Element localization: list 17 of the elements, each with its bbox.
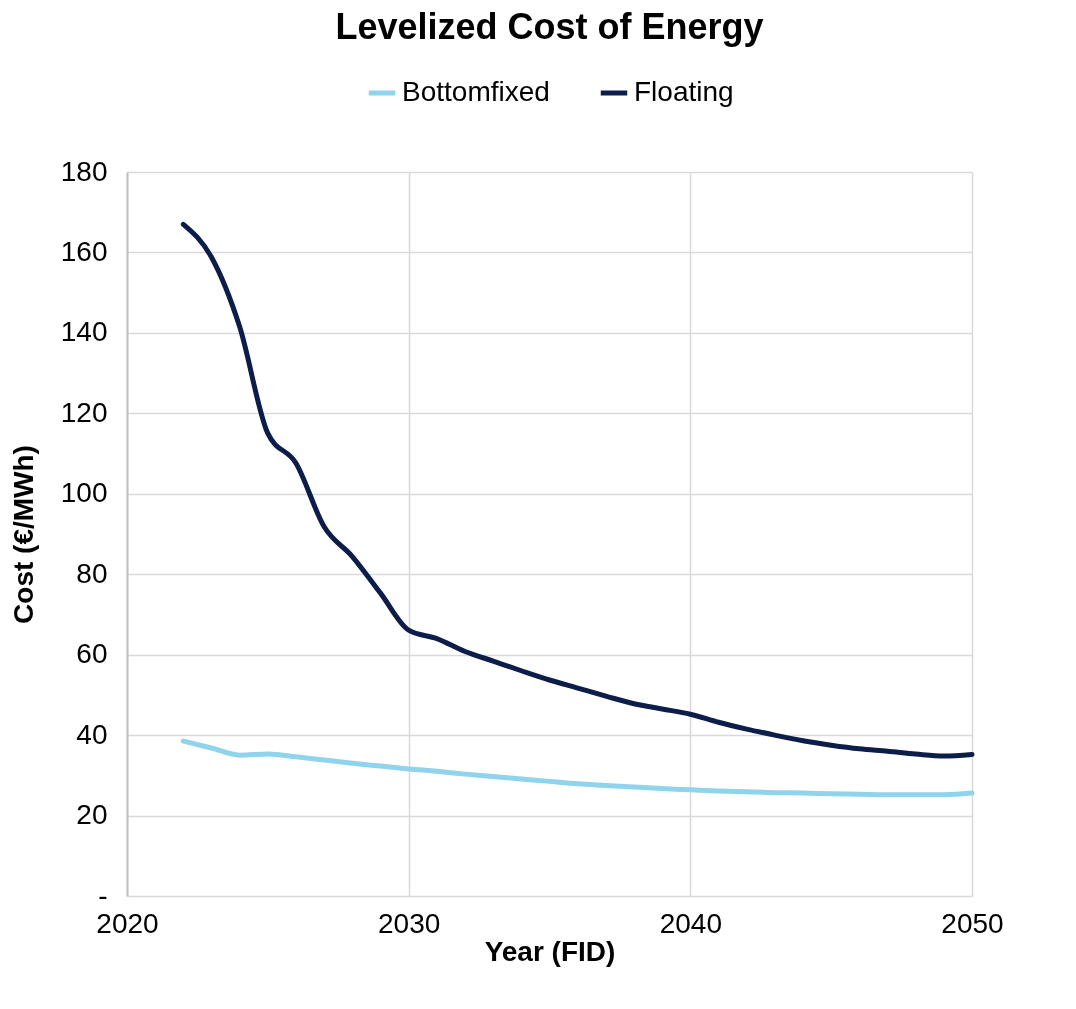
y-tick-label: 80 bbox=[76, 557, 108, 589]
y-tick-label: 120 bbox=[60, 396, 108, 428]
x-tick-label: 2030 bbox=[378, 907, 441, 939]
legend-label: Bottomfixed bbox=[402, 76, 550, 107]
y-tick-label: 160 bbox=[60, 235, 108, 267]
y-tick-label: 180 bbox=[60, 155, 108, 187]
chart-title: Levelized Cost of Energy bbox=[335, 6, 764, 47]
y-axis-title: Cost (€/MWh) bbox=[7, 445, 39, 624]
legend-label: Floating bbox=[634, 76, 734, 107]
y-tick-label: 140 bbox=[60, 316, 108, 348]
x-tick-label: 2040 bbox=[659, 907, 722, 939]
y-tick-label: 100 bbox=[60, 477, 108, 509]
y-tick-label: 40 bbox=[76, 718, 108, 750]
y-tick-label: 60 bbox=[76, 638, 108, 670]
y-tick-label: 20 bbox=[76, 799, 108, 831]
x-axis-title: Year (FID) bbox=[484, 935, 616, 967]
x-tick-label: 2050 bbox=[941, 907, 1004, 939]
